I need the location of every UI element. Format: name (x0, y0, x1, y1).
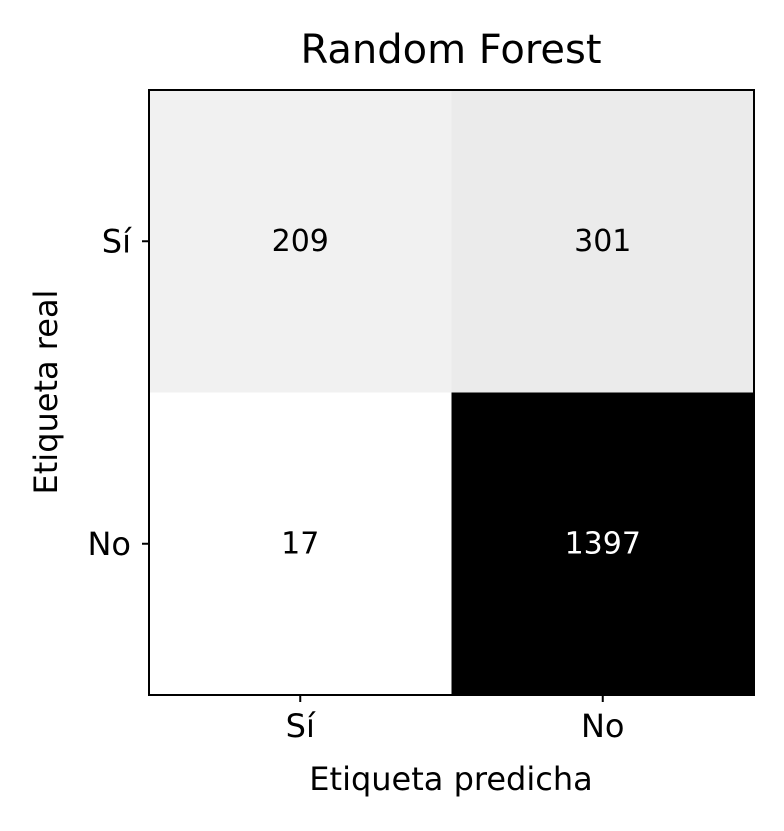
x-tick-label-1: No (581, 707, 625, 745)
chart-title: Random Forest (300, 27, 601, 73)
y-tick-label-0: Sí (102, 222, 132, 260)
x-tick-label-0: Sí (286, 707, 316, 745)
heatmap-cells (149, 90, 754, 695)
heatmap-cell-1-1 (451, 392, 754, 695)
cell-value-label-1-0: 17 (281, 526, 319, 561)
y-axis-ticks: Sí No (87, 222, 149, 563)
heatmap-cell-0-1 (451, 90, 754, 393)
cell-value-label-0-1: 301 (574, 224, 631, 259)
cell-value-labels: 209 301 17 1397 (272, 224, 641, 562)
cell-value-label-0-0: 209 (272, 224, 329, 259)
heatmap-cell-0-0 (149, 90, 452, 393)
x-axis-label: Etiqueta predicha (309, 760, 592, 798)
heatmap-cell-1-0 (149, 392, 452, 695)
cell-value-label-1-1: 1397 (565, 526, 641, 561)
y-axis-label: Etiqueta real (27, 290, 65, 495)
x-axis-ticks: Sí No (286, 695, 625, 745)
plot-frame (148, 89, 755, 696)
y-tick-label-1: No (87, 525, 131, 563)
